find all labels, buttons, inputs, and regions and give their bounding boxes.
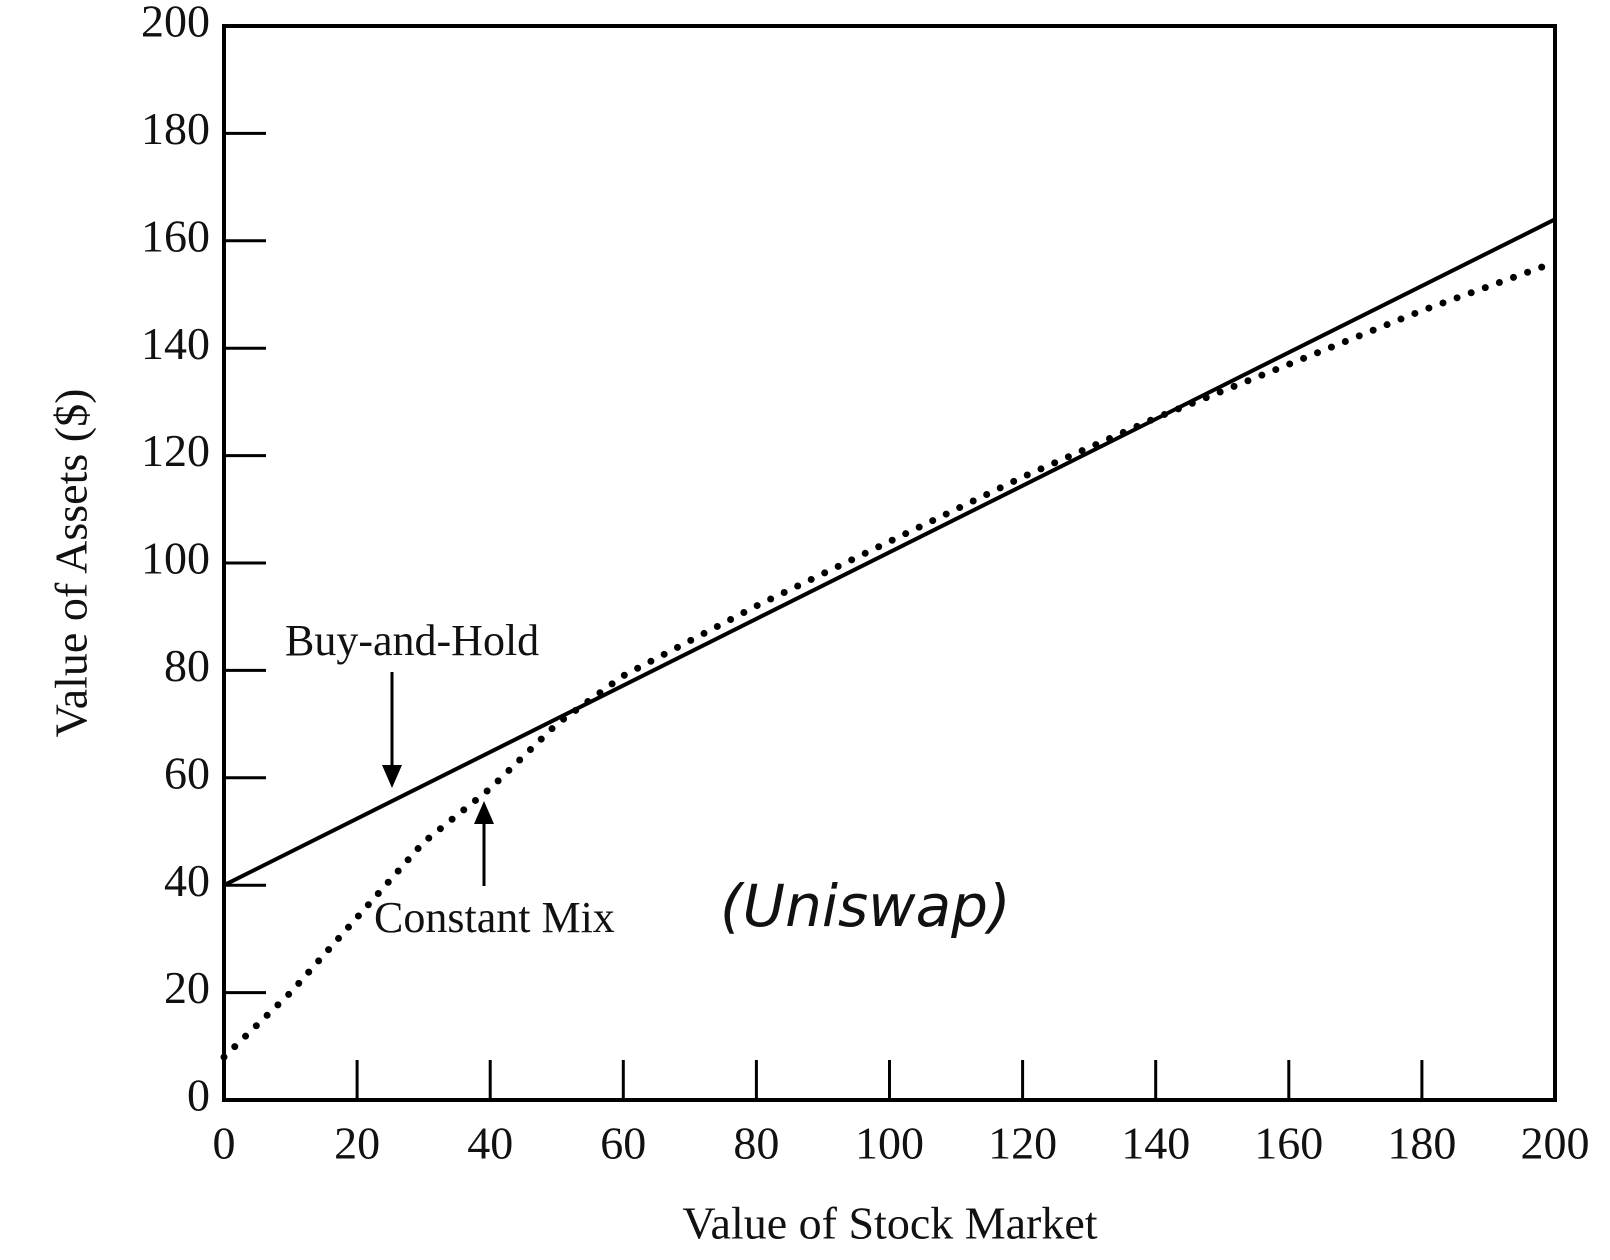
series-annotation: Constant Mix	[374, 893, 615, 942]
y-tick-label: 40	[164, 855, 210, 906]
y-tick-label: 180	[141, 103, 210, 154]
y-tick-label: 20	[164, 962, 210, 1013]
series-line	[220, 258, 1559, 1061]
y-tick-label: 120	[141, 425, 210, 476]
arrowhead	[474, 801, 494, 824]
y-tick-label: 0	[187, 1070, 210, 1121]
y-tick-label: 160	[141, 210, 210, 261]
x-tick-label: 180	[1387, 1118, 1456, 1169]
x-tick-label: 100	[855, 1118, 924, 1169]
x-tick-label: 20	[334, 1118, 380, 1169]
x-tick-label: 80	[733, 1118, 779, 1169]
x-tick-label: 60	[600, 1118, 646, 1169]
y-tick-label: 200	[141, 0, 210, 47]
y-tick-label: 100	[141, 533, 210, 584]
x-tick-label: 40	[467, 1118, 513, 1169]
arrowhead	[382, 765, 402, 788]
x-tick-label: 140	[1121, 1118, 1190, 1169]
y-tick-label: 80	[164, 640, 210, 691]
series-line	[223, 217, 1556, 887]
y-tick-label: 60	[164, 747, 210, 798]
x-tick-label: 0	[213, 1118, 236, 1169]
x-axis-label: Value of Stock Market	[682, 1198, 1097, 1249]
y-axis-label: Value of Assets ($)	[46, 389, 97, 738]
y-tick-label: 140	[141, 318, 210, 369]
series-annotation: Buy-and-Hold	[285, 616, 539, 665]
x-tick-label: 160	[1254, 1118, 1323, 1169]
handwritten-annotation: (Uniswap)	[720, 872, 1011, 940]
x-tick-label: 120	[988, 1118, 1057, 1169]
x-tick-label: 200	[1521, 1118, 1590, 1169]
